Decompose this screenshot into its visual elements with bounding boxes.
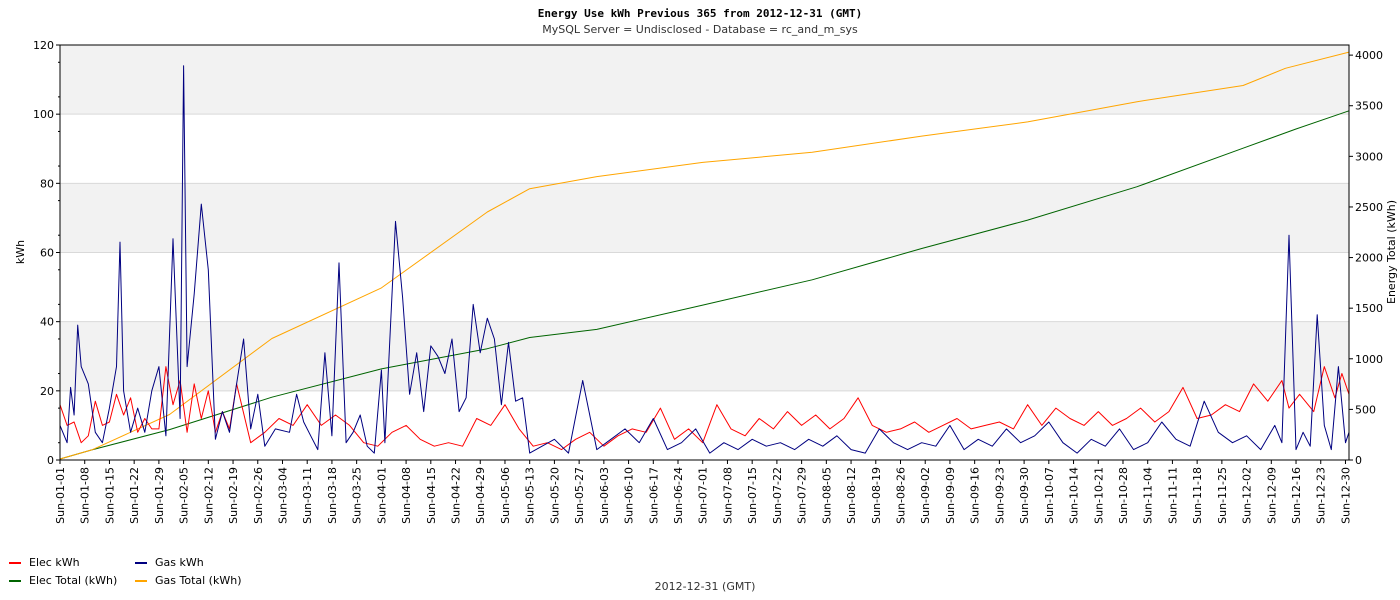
legend-label-gas-total: Gas Total (kWh)	[155, 574, 241, 587]
x-axis-tick-label: Sun-07-15	[746, 467, 759, 524]
x-axis-tick-label: Sun-05-27	[573, 467, 586, 524]
x-axis-tick-label: Sun-07-01	[697, 467, 710, 524]
x-axis-tick-label: Sun-02-05	[178, 467, 191, 524]
x-axis-tick-label: Sun-05-06	[499, 467, 512, 524]
left-axis-tick-label: 60	[40, 247, 54, 260]
x-axis-tick-label: Sun-05-20	[548, 467, 561, 524]
series-line-gas	[59, 65, 1350, 454]
chart-subtitle: MySQL Server = Undisclosed - Database = …	[542, 23, 858, 36]
x-axis-tick-label: Sun-12-09	[1265, 467, 1278, 524]
x-axis-tick-label: Sun-11-18	[1191, 467, 1204, 524]
right-axis-label: Energy Total (kWh)	[1385, 200, 1398, 304]
plot-band	[60, 45, 1349, 115]
x-axis-tick-label: Sun-06-24	[672, 467, 685, 524]
x-axis-tick-label: Sun-04-08	[400, 467, 413, 524]
x-axis-tick-label: Sun-12-16	[1290, 467, 1303, 524]
left-axis-tick-label: 80	[40, 177, 54, 190]
x-axis-tick-label: Sun-03-25	[351, 467, 364, 524]
x-axis-tick-label: Sun-01-15	[103, 467, 116, 524]
legend-label-gas: Gas kWh	[155, 556, 204, 569]
series-layer	[59, 51, 1350, 460]
x-axis: Sun-01-01 Sun-01-08 Sun-01-15 Sun-01-22 Sun-…	[54, 460, 1352, 524]
left-axis-tick-label: 120	[33, 39, 54, 52]
chart-footer: 2012-12-31 (GMT)	[655, 580, 756, 593]
x-axis-tick-label: Sun-12-23	[1315, 467, 1328, 524]
x-axis-tick-label: Sun-02-12	[202, 467, 215, 524]
x-axis-tick-label: Sun-12-02	[1241, 467, 1254, 524]
left-axis-tick-label: 100	[33, 108, 54, 121]
right-axis-tick-label: 1000	[1355, 353, 1383, 366]
right-axis-tick-label: 3000	[1355, 150, 1383, 163]
x-axis-tick-label: Sun-09-23	[993, 467, 1006, 524]
x-axis-tick-label: Sun-06-17	[647, 467, 660, 524]
x-axis-tick-label: Sun-01-22	[128, 467, 141, 524]
left-axis-tick-label: 40	[40, 316, 54, 329]
x-axis-tick-label: Sun-08-12	[845, 467, 858, 524]
legend-label-elec: Elec kWh	[29, 556, 80, 569]
x-axis-tick-label: Sun-08-26	[894, 467, 907, 524]
plot-band	[60, 321, 1349, 391]
x-axis-tick-label: Sun-01-01	[54, 467, 67, 524]
x-axis-tick-label: Sun-04-01	[375, 467, 388, 524]
x-axis-tick-label: Sun-08-19	[870, 467, 883, 524]
x-axis-tick-label: Sun-03-18	[326, 467, 339, 524]
x-axis-tick-label: Sun-11-04	[1142, 467, 1155, 524]
x-axis-tick-label: Sun-01-08	[79, 467, 92, 524]
x-axis-tick-label: Sun-08-05	[820, 467, 833, 524]
right-axis: 0 500 1000 1500 2000 2500 3000 3500 4000	[1349, 49, 1383, 467]
x-axis-tick-label: Sun-09-16	[969, 467, 982, 524]
plot-background	[60, 45, 1349, 391]
x-axis-tick-label: Sun-02-26	[252, 467, 265, 524]
x-axis-tick-label: Sun-09-30	[1018, 467, 1031, 524]
x-axis-tick-label: Sun-04-15	[425, 467, 438, 524]
x-axis-tick-label: Sun-09-09	[944, 467, 957, 524]
right-axis-tick-label: 3500	[1355, 100, 1383, 113]
x-axis-tick-label: Sun-10-07	[1043, 467, 1056, 524]
x-axis-tick-label: Sun-10-14	[1068, 467, 1081, 524]
x-axis-tick-label: Sun-01-29	[153, 467, 166, 524]
x-axis-tick-label: Sun-10-28	[1117, 467, 1130, 524]
left-axis: 0 20 40 60 80 100 120	[33, 39, 60, 467]
left-axis-label: kWh	[14, 240, 27, 264]
x-axis-tick-label: Sun-09-02	[919, 467, 932, 524]
right-axis-tick-label: 4000	[1355, 49, 1383, 62]
x-axis-tick-label: Sun-12-30	[1339, 467, 1352, 524]
legend: Elec kWh Gas kWh Elec Total (kWh) Gas To…	[9, 556, 241, 587]
right-axis-tick-label: 2000	[1355, 252, 1383, 265]
plot-band	[60, 183, 1349, 253]
x-axis-tick-label: Sun-06-10	[623, 467, 636, 524]
x-axis-tick-label: Sun-11-11	[1166, 467, 1179, 524]
right-axis-tick-label: 1500	[1355, 302, 1383, 315]
x-axis-tick-label: Sun-04-29	[474, 467, 487, 524]
legend-label-elec-total: Elec Total (kWh)	[29, 574, 117, 587]
x-axis-tick-label: Sun-07-22	[771, 467, 784, 524]
x-axis-tick-label: Sun-06-03	[598, 467, 611, 524]
x-axis-tick-label: Sun-11-25	[1216, 467, 1229, 524]
series-line-elec-total	[59, 110, 1350, 460]
x-axis-tick-label: Sun-03-04	[276, 467, 289, 524]
x-axis-tick-label: Sun-03-11	[301, 467, 314, 524]
left-axis-tick-label: 20	[40, 385, 54, 398]
x-axis-tick-label: Sun-02-19	[227, 467, 240, 524]
right-axis-tick-label: 500	[1355, 403, 1376, 416]
x-axis-tick-label: Sun-10-21	[1092, 467, 1105, 524]
x-axis-tick-label: Sun-07-29	[796, 467, 809, 524]
right-axis-tick-label: 2500	[1355, 201, 1383, 214]
series-line-elec	[59, 366, 1350, 451]
x-axis-tick-label: Sun-04-22	[450, 467, 463, 524]
left-axis-tick-label: 0	[47, 454, 54, 467]
x-axis-tick-label: Sun-07-08	[721, 467, 734, 524]
series-line-gas-total	[59, 51, 1350, 460]
x-axis-tick-label: Sun-05-13	[524, 467, 537, 524]
chart-title: Energy Use kWh Previous 365 from 2012-12…	[538, 7, 863, 20]
right-axis-tick-label: 0	[1355, 454, 1362, 467]
